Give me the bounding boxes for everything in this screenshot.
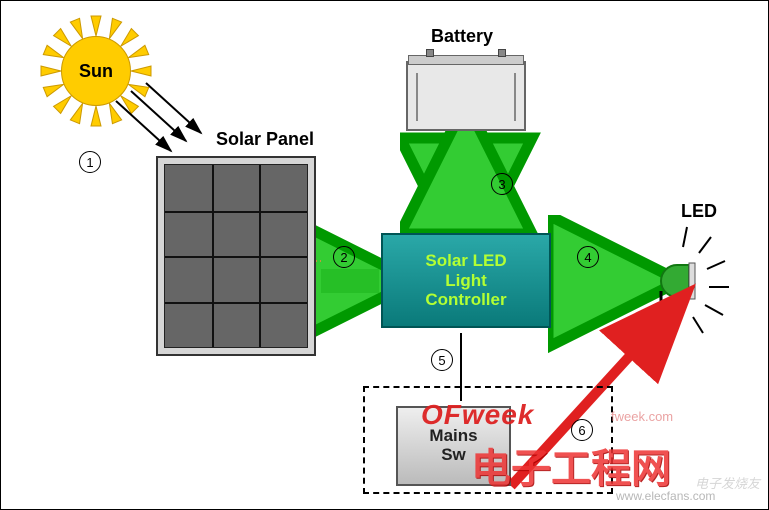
step-2: 2 [333, 246, 355, 268]
controller-block: Solar LED Light Controller [381, 233, 551, 328]
step-4: 4 [577, 246, 599, 268]
watermark-corner: 电子发烧友 [695, 473, 760, 492]
battery-label: Battery [431, 26, 493, 47]
led-label: LED [681, 201, 717, 222]
controller-line2: Light [425, 271, 506, 291]
led-icon [661, 227, 729, 333]
step-3: 3 [491, 173, 513, 195]
watermark-ofweek: OFweek [421, 399, 534, 431]
controller-line3: Controller [425, 290, 506, 310]
solar-panel-label: Solar Panel [216, 129, 314, 150]
diagram-canvas: Sun Solar Panel Battery Solar LED Light … [0, 0, 769, 510]
sun-label: Sun [79, 61, 113, 82]
watermark-ofweek-small: fweek.com [611, 409, 673, 424]
step-1: 1 [79, 151, 101, 173]
step-5: 5 [431, 349, 453, 371]
controller-line1: Solar LED [425, 251, 506, 271]
sun-to-panel-arrows [116, 83, 201, 151]
watermark-chinese: 电子工程网 [471, 436, 671, 494]
sun-icon: Sun [61, 36, 131, 106]
solar-panel-icon [156, 156, 316, 356]
battery-icon [406, 61, 526, 131]
